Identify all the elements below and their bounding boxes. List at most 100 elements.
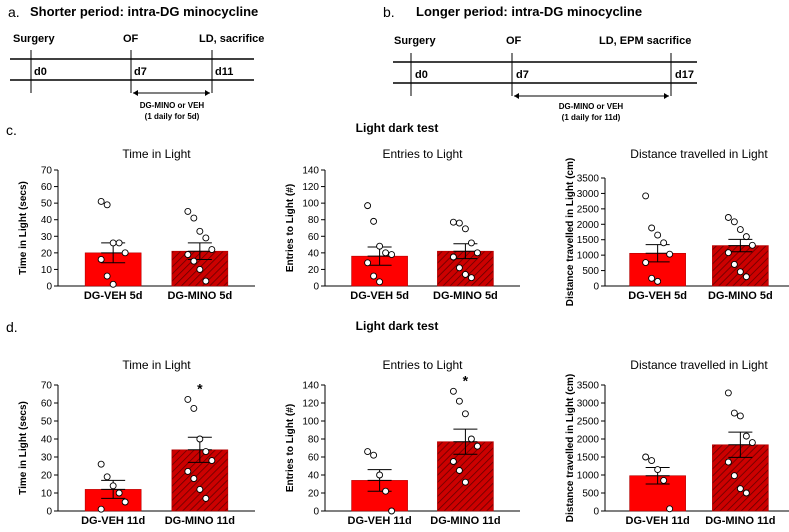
data-point — [666, 250, 674, 258]
chart-d-1: Time in Light Time in Light (secs) 0 10 20 30… — [18, 358, 255, 527]
data-point — [190, 257, 198, 265]
y-tick-label: 0 — [313, 507, 319, 518]
timeline-b-day-d0: d0 — [415, 69, 428, 81]
chart-title: Time in Light — [122, 358, 191, 372]
timeline-a-arrowhead-right — [205, 90, 210, 96]
timeline-b-event-of: OF — [506, 35, 522, 47]
x-tick-label: DG-VEH 11d — [81, 515, 145, 527]
y-tick-label: 20 — [308, 489, 320, 500]
data-point — [370, 217, 378, 225]
data-point — [115, 489, 123, 497]
y-axis-label: Entries to Light (#) — [285, 404, 296, 492]
data-point — [184, 251, 192, 258]
data-point — [654, 277, 662, 285]
data-point — [370, 451, 378, 459]
data-point — [473, 249, 481, 257]
significance-marker: * — [197, 380, 203, 396]
data-point — [467, 239, 475, 247]
chart-d-2: Entries to Light Entries to Light (#) 0 20 4… — [285, 358, 520, 527]
y-tick-label: 100 — [302, 417, 319, 428]
chart-title: Distance travelled in Light — [630, 147, 768, 161]
data-point — [184, 395, 192, 403]
y-tick-label: 0 — [46, 507, 52, 518]
y-tick-label: 2500 — [577, 204, 600, 215]
y-tick-label: 70 — [41, 166, 53, 177]
data-point — [196, 227, 204, 235]
chart-c-3: Distance travelled in Light Distance trav… — [565, 147, 789, 306]
data-point — [449, 253, 457, 261]
y-tick-label: 3000 — [577, 189, 600, 200]
y-tick-label: 60 — [308, 232, 320, 243]
y-tick-label: 3000 — [577, 399, 600, 410]
timeline-a-arrowhead-left — [133, 90, 138, 96]
data-point — [473, 442, 481, 450]
y-tick-label: 80 — [308, 215, 320, 226]
data-point — [208, 246, 216, 253]
x-tick-label: DG-VEH 5d — [84, 290, 143, 302]
timeline-a-day-d11: d11 — [215, 66, 233, 78]
y-axis-label: Time in Light (secs) — [18, 181, 29, 275]
data-point — [103, 272, 111, 280]
chart-title: Distance travelled in Light — [630, 358, 768, 372]
timeline-a-treatment-line2: (1 daily for 5d) — [145, 112, 200, 121]
y-tick-label: 60 — [41, 399, 53, 410]
data-point — [467, 274, 475, 282]
data-point — [730, 472, 738, 480]
data-point — [730, 409, 738, 417]
timeline-a-day-d0: d0 — [34, 66, 47, 78]
y-tick-label: 60 — [41, 182, 53, 193]
timeline-a: a. Shorter period: intra-DG minocycline … — [8, 4, 264, 121]
data-point — [388, 251, 396, 258]
data-point — [455, 219, 463, 227]
timeline-a-title: Shorter period: intra-DG minocycline — [30, 4, 258, 19]
chart-title: Time in Light — [122, 147, 191, 161]
data-point — [642, 192, 650, 200]
data-point — [190, 214, 198, 222]
timeline-b-letter: b. — [383, 4, 395, 20]
x-tick-label: DG-MINO 5d — [167, 290, 232, 302]
chart-c-2: Entries to Light Entries to Light (#) 0 20 4… — [285, 147, 520, 302]
data-point — [202, 234, 210, 242]
data-point — [97, 256, 105, 263]
data-point — [376, 242, 384, 250]
x-tick-label: DG-VEH 5d — [628, 290, 687, 302]
timeline-b-arrowhead-left — [514, 93, 519, 99]
x-tick-label: DG-MINO 11d — [705, 515, 775, 527]
y-tick-label: 40 — [41, 215, 53, 226]
data-point — [467, 435, 475, 443]
timeline-a-event-ld: LD, sacrifice — [199, 33, 264, 45]
y-tick-label: 120 — [302, 182, 319, 193]
data-point — [654, 466, 662, 474]
data-point — [724, 458, 732, 466]
charts-group: Time in Light Time in Light (secs) 0 10 20 30… — [18, 147, 789, 527]
data-point — [121, 249, 129, 257]
data-point — [724, 214, 732, 221]
data-point — [370, 272, 378, 280]
section-c-heading: Light dark test — [356, 121, 439, 135]
data-point — [736, 412, 744, 420]
timeline-b-arrowhead-right — [664, 93, 669, 99]
y-axis-label: Distance travelled in Light (cm) — [565, 158, 576, 306]
timeline-b-event-ld: LD, EPM sacrifice — [599, 35, 691, 47]
data-point — [748, 439, 756, 447]
y-tick-label: 500 — [582, 266, 599, 277]
data-point — [109, 482, 117, 490]
data-point — [666, 505, 674, 513]
timeline-b-day-d7: d7 — [516, 69, 529, 81]
data-point — [115, 239, 123, 247]
y-tick-label: 30 — [41, 232, 53, 243]
data-point — [364, 448, 372, 456]
y-tick-label: 30 — [41, 453, 53, 464]
data-point — [376, 471, 384, 479]
data-point — [648, 224, 656, 232]
timeline-b-treatment-line1: DG-MINO or VEH — [559, 102, 624, 111]
y-tick-label: 70 — [41, 381, 53, 392]
data-point — [730, 260, 738, 268]
data-point — [449, 458, 457, 465]
y-tick-label: 20 — [41, 471, 53, 482]
data-point — [202, 277, 210, 285]
data-point — [109, 239, 117, 247]
data-point — [196, 485, 204, 493]
y-tick-label: 2000 — [577, 220, 600, 231]
data-point — [196, 265, 204, 273]
